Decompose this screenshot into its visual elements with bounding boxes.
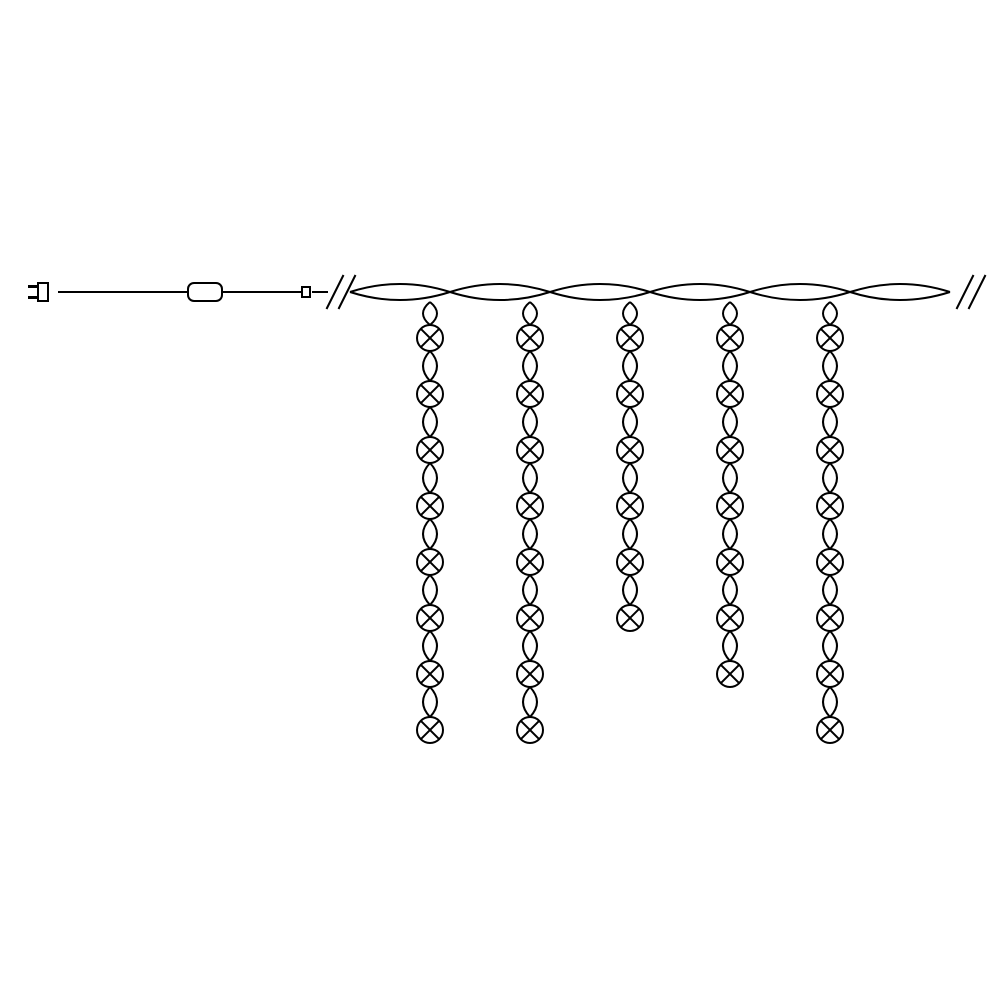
connector <box>302 287 310 297</box>
curtain-light-diagram <box>0 0 1001 1001</box>
horizontal-twist-wire <box>350 292 950 300</box>
plug-body <box>38 283 48 301</box>
plug-pin <box>28 296 38 299</box>
plug-pin <box>28 285 38 288</box>
controller-box <box>188 283 222 301</box>
horizontal-twist-wire <box>350 284 950 292</box>
